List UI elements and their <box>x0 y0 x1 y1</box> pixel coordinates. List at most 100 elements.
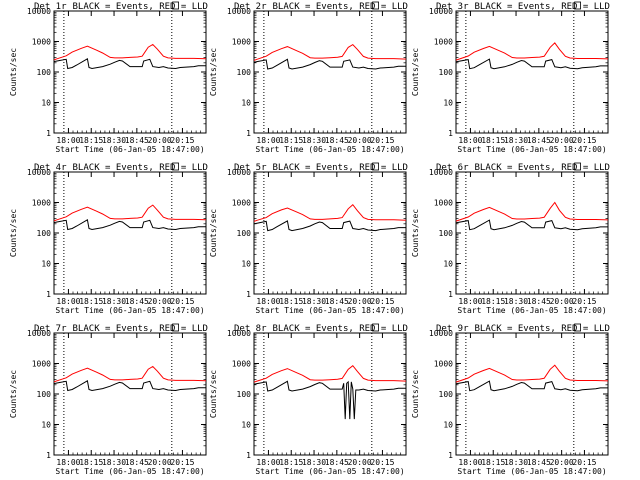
panel-title-suffix: BLACK = Events, RED = LLD <box>475 2 610 12</box>
x-tick-label: 18:00 <box>256 458 280 467</box>
x-tick-label: 18:45 <box>325 458 349 467</box>
panel-detector-label: Det 3r <box>436 2 469 12</box>
y-tick-label: 10000 <box>429 329 453 338</box>
x-tick-label: 20:00 <box>348 136 372 145</box>
x-tick-label: 18:00 <box>458 458 482 467</box>
legend-box <box>372 1 379 10</box>
legend-box <box>574 162 581 171</box>
x-tick-label: 20:00 <box>550 297 574 306</box>
x-tick-label: 18:15 <box>79 458 103 467</box>
legend-box <box>574 1 581 10</box>
x-tick-label: 18:15 <box>279 458 303 467</box>
x-tick-label: 18:45 <box>125 458 149 467</box>
y-axis-label: Counts/sec <box>411 209 420 257</box>
x-tick-label: 18:45 <box>125 297 149 306</box>
y-tick-label: 10 <box>241 99 251 108</box>
panel-title-suffix: BLACK = Events, RED = LLD <box>73 2 208 12</box>
x-tick-label: 18:00 <box>56 458 80 467</box>
y-axis-label: Counts/sec <box>209 370 218 418</box>
panel-title: Det 3r BLACK = Events, RED = LLD <box>436 2 610 12</box>
x-tick-label: 20:15 <box>170 297 194 306</box>
panel-title: Det 7r BLACK = Events, RED = LLD <box>34 324 208 334</box>
x-tick-label: 18:00 <box>458 136 482 145</box>
y-tick-label: 1000 <box>232 360 251 369</box>
plot-frame <box>253 171 407 295</box>
y-tick-label: 100 <box>37 390 52 399</box>
series-lld-line <box>455 42 609 61</box>
y-tick-label: 1000 <box>232 38 251 47</box>
panel-5: Det 5r BLACK = Events, RED = LLD 1 10 100 100… <box>209 162 408 315</box>
y-tick-label: 10000 <box>429 7 453 16</box>
y-tick-label: 10000 <box>27 7 51 16</box>
x-axis-label: Start Time (06-Jan-05 18:47:00) <box>55 467 204 476</box>
plot-frame <box>53 171 207 295</box>
legend-box <box>574 323 581 332</box>
panel-title: Det 6r BLACK = Events, RED = LLD <box>436 163 610 173</box>
y-axis-label: Counts/sec <box>9 48 18 96</box>
panel-detector-label: Det 4r <box>34 163 67 173</box>
x-tick-label: 20:00 <box>550 458 574 467</box>
x-tick-label: 18:15 <box>279 297 303 306</box>
x-tick-label: 18:15 <box>481 136 505 145</box>
x-axis-label: Start Time (06-Jan-05 18:47:00) <box>255 145 404 154</box>
legend-box <box>172 1 179 10</box>
plot-frame <box>455 332 609 456</box>
y-tick-label: 1 <box>448 290 453 299</box>
y-tick-label: 10000 <box>227 329 251 338</box>
series-events-line <box>253 58 406 70</box>
y-tick-label: 1 <box>246 451 251 460</box>
y-tick-label: 10000 <box>429 168 453 177</box>
legend-box <box>372 323 379 332</box>
y-tick-label: 100 <box>439 68 454 77</box>
x-tick-label: 18:30 <box>302 458 326 467</box>
x-tick-label: 20:15 <box>572 297 596 306</box>
x-tick-label: 20:15 <box>170 458 194 467</box>
plot-frame <box>53 332 207 456</box>
y-axis-label: Counts/sec <box>9 209 18 257</box>
y-tick-label: 1000 <box>32 38 51 47</box>
y-axis-label: Counts/sec <box>411 370 420 418</box>
y-tick-label: 1000 <box>32 360 51 369</box>
panel-title: Det 8r BLACK = Events, RED = LLD <box>234 324 408 334</box>
y-tick-label: 10000 <box>227 168 251 177</box>
y-tick-label: 1000 <box>32 199 51 208</box>
panel-title: Det 4r BLACK = Events, RED = LLD <box>34 163 208 173</box>
panel-detector-label: Det 6r <box>436 163 469 173</box>
x-tick-label: 18:30 <box>504 136 528 145</box>
x-tick-label: 20:15 <box>572 136 596 145</box>
x-tick-label: 18:30 <box>504 458 528 467</box>
plot-frame <box>455 171 609 295</box>
series-events-line <box>455 380 608 392</box>
x-tick-label: 18:00 <box>256 136 280 145</box>
panel-3: Det 3r BLACK = Events, RED = LLD 1 10 100 100… <box>411 1 610 154</box>
series-lld-line <box>455 364 609 383</box>
series-events-line <box>53 219 206 231</box>
x-axis-label: Start Time (06-Jan-05 18:47:00) <box>457 467 606 476</box>
panel-8: Det 8r BLACK = Events, RED = LLD 1 10 100 100… <box>209 323 408 476</box>
y-tick-label: 10000 <box>227 7 251 16</box>
series-lld-line <box>53 365 207 383</box>
x-tick-label: 20:00 <box>148 136 172 145</box>
y-tick-label: 1000 <box>434 38 453 47</box>
x-tick-label: 18:45 <box>125 136 149 145</box>
y-tick-label: 10 <box>443 99 453 108</box>
x-tick-label: 20:00 <box>148 297 172 306</box>
y-tick-label: 1000 <box>434 199 453 208</box>
x-axis-label: Start Time (06-Jan-05 18:47:00) <box>457 145 606 154</box>
series-events-line <box>455 219 608 231</box>
x-axis-label: Start Time (06-Jan-05 18:47:00) <box>255 467 404 476</box>
x-tick-label: 20:15 <box>170 136 194 145</box>
series-lld-line <box>253 43 407 61</box>
x-tick-label: 20:15 <box>370 297 394 306</box>
x-tick-label: 18:15 <box>279 136 303 145</box>
x-axis-label: Start Time (06-Jan-05 18:47:00) <box>55 145 204 154</box>
x-axis-label: Start Time (06-Jan-05 18:47:00) <box>55 306 204 315</box>
y-tick-label: 100 <box>237 229 252 238</box>
y-tick-label: 10 <box>41 260 51 269</box>
series-lld-line <box>253 203 407 222</box>
x-tick-label: 18:45 <box>527 458 551 467</box>
plot-frame <box>53 10 207 134</box>
x-tick-label: 20:00 <box>348 458 372 467</box>
x-axis-label: Start Time (06-Jan-05 18:47:00) <box>457 306 606 315</box>
panel-title-suffix: BLACK = Events, RED = LLD <box>273 2 408 12</box>
